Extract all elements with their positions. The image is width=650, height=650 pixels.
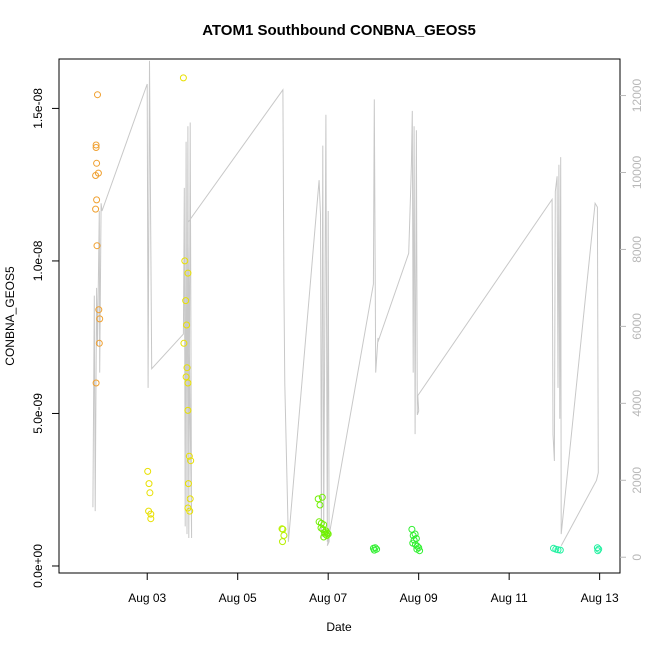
data-point [94,169,102,177]
x-tick-label: Aug 05 [219,591,257,605]
data-point [185,452,193,460]
x-axis: Aug 03 Aug 05 Aug 07 Aug 09 Aug 11 Aug 13 [128,572,619,605]
data-point [184,480,192,488]
data-point [92,144,100,151]
data-point [324,530,332,538]
data-point [180,339,188,347]
y2-tick-label: 12000 [630,79,644,113]
data-point [279,538,286,546]
data-point [95,339,103,347]
data-point [145,480,153,488]
data-point [593,544,601,552]
y-tick-label: 1.0e-08 [31,240,45,281]
y-tick-label: 0.0e+00 [31,544,45,588]
data-point [370,546,378,554]
data-point [318,493,326,501]
x-tick-label: Aug 07 [309,591,347,605]
data-point [415,544,423,552]
data-point [554,546,562,554]
altitude-series [92,60,599,546]
y-tick-label: 5.0e-09 [31,393,45,434]
data-point [186,495,194,503]
data-point [92,205,100,213]
data-point [184,379,192,387]
data-point [147,510,155,518]
y2-tick-label: 8000 [630,236,644,263]
data-point [179,74,187,82]
data-point [184,406,192,414]
data-point [316,501,324,509]
y2-tick-label: 10000 [630,155,644,189]
data-point [181,257,189,265]
data-point [144,467,152,475]
x-tick-label: Aug 09 [400,591,438,605]
data-point [93,242,101,250]
data-point [595,545,603,553]
data-point [93,159,101,167]
data-point [147,515,155,523]
data-point [556,546,564,554]
x-tick-label: Aug 11 [491,591,528,605]
data-point [280,532,288,539]
y2-tick-label: 0 [630,554,644,561]
data-point [317,524,325,532]
data-point [96,315,104,323]
data-point [186,507,194,515]
data-points [92,74,603,555]
data-point [314,495,322,503]
data-point [182,297,190,305]
y2-tick-label: 6000 [630,313,644,340]
data-point [92,379,100,387]
altitude-line [92,60,599,546]
y-axis-title: CONBNA_GEOS5 [3,266,17,366]
y2-tick-label: 4000 [630,390,644,417]
x-tick-label: Aug 13 [581,591,619,605]
data-point [183,321,191,329]
x-tick-label: Aug 03 [128,591,166,605]
chart-title: ATOM1 Southbound CONBNA_GEOS5 [202,22,476,39]
data-point [146,489,154,497]
data-point [94,91,101,99]
data-point [184,269,192,277]
data-point [95,306,103,314]
data-point [182,373,190,381]
x-axis-title: Date [326,620,352,634]
y-axis: 0.0e+00 5.0e-09 1.0e-08 1.5e-08 [31,88,60,588]
data-point [93,196,101,204]
plot-frame [58,58,621,574]
data-point [416,547,424,555]
right-altitude-axis: 0 2000 4000 6000 8000 10000 12000 [620,79,644,561]
data-point [183,364,191,372]
y-tick-label: 1.5e-08 [31,88,45,129]
data-point [187,457,195,465]
y2-tick-label: 2000 [630,467,644,494]
data-point [92,141,100,149]
data-point [594,547,602,555]
